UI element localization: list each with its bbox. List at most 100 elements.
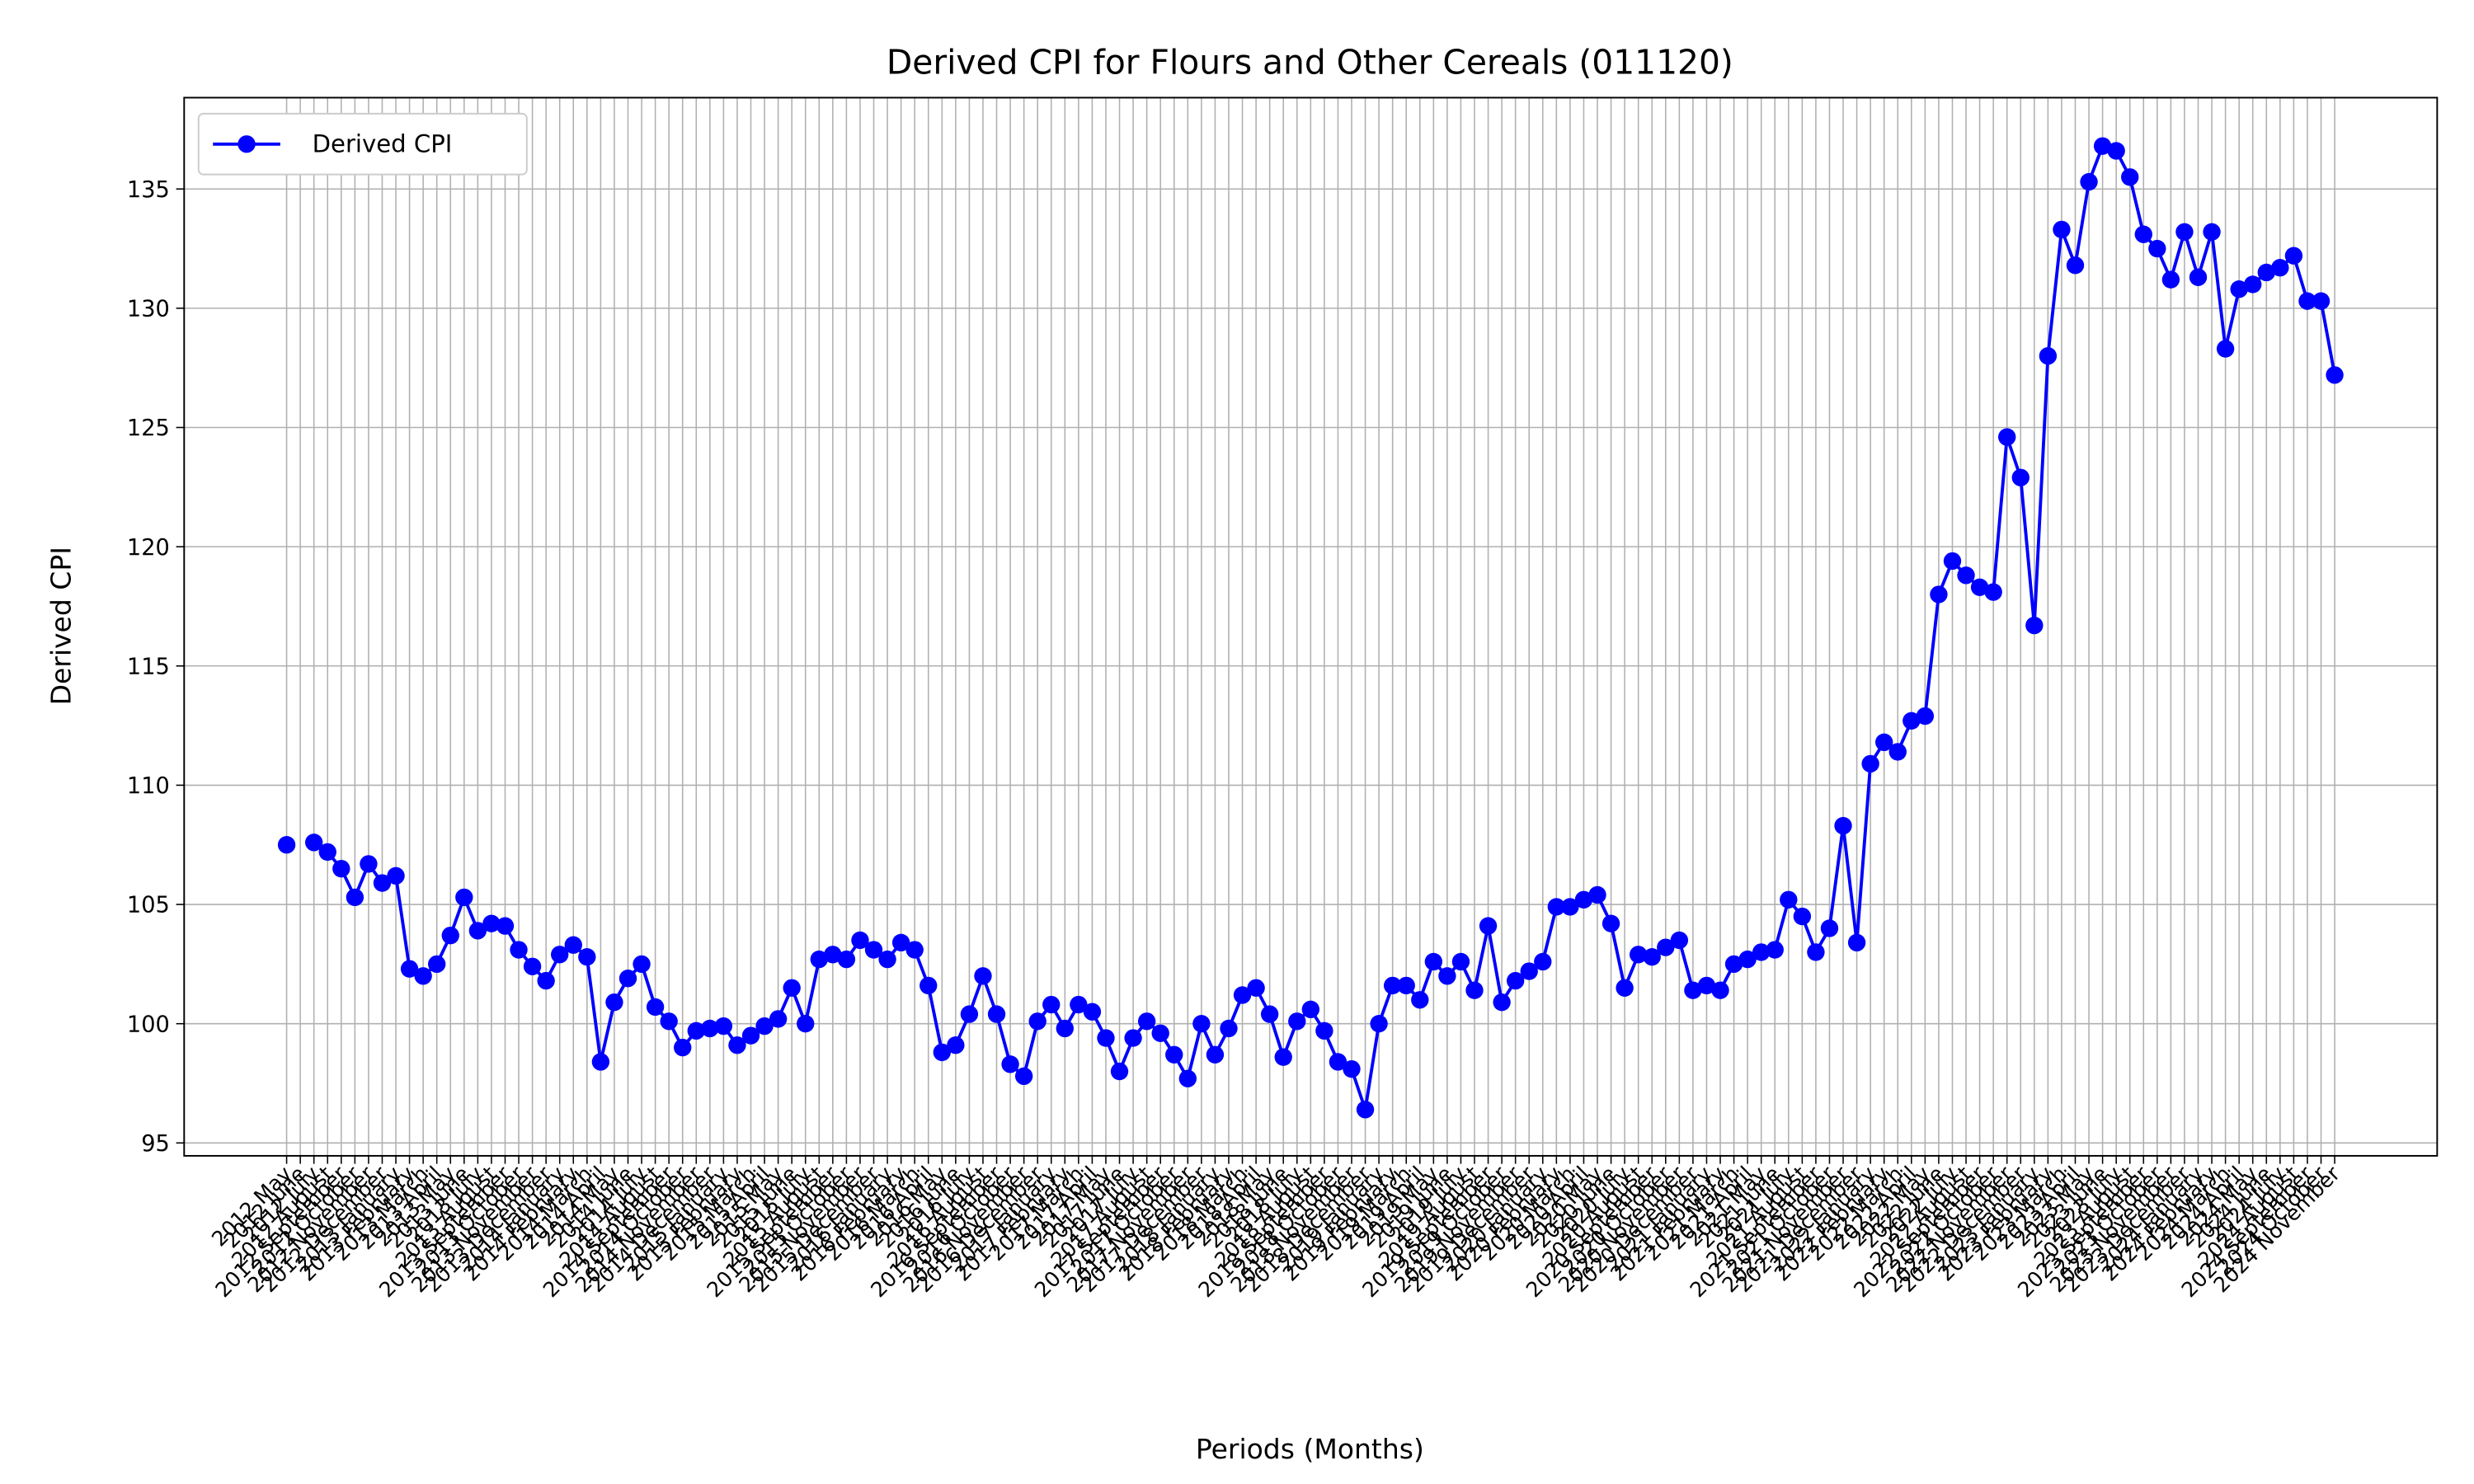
point: [1834, 816, 1852, 835]
point: [2107, 142, 2125, 160]
y-tick-label: 100: [127, 1012, 170, 1037]
point: [755, 1017, 774, 1036]
point: [2298, 292, 2316, 310]
point: [1288, 1012, 1306, 1031]
point: [1397, 976, 1415, 995]
point: [1780, 890, 1798, 909]
point: [455, 888, 473, 907]
point: [2230, 280, 2248, 298]
point: [1315, 1021, 1333, 1040]
point: [920, 976, 938, 995]
point: [1793, 907, 1812, 926]
point: [1097, 1029, 1115, 1047]
point: [1970, 578, 1989, 596]
point: [1847, 933, 1866, 952]
point: [1670, 931, 1689, 950]
point: [441, 926, 459, 945]
point: [1178, 1069, 1197, 1087]
point: [2025, 616, 2044, 635]
point: [1247, 979, 1265, 997]
point: [482, 914, 501, 932]
point: [851, 931, 869, 950]
point: [1930, 585, 1948, 603]
point: [591, 1053, 610, 1071]
point: [1766, 941, 1784, 959]
point: [1534, 952, 1552, 971]
point: [769, 1010, 788, 1028]
point: [2080, 172, 2098, 191]
point: [387, 866, 405, 885]
point: [837, 950, 856, 969]
point: [1110, 1062, 1129, 1081]
point: [1724, 955, 1743, 974]
point: [1916, 707, 1935, 726]
point: [687, 1021, 705, 1040]
point: [1998, 428, 2016, 446]
point: [1343, 1059, 1361, 1078]
point: [1520, 962, 1538, 980]
point: [1042, 995, 1061, 1014]
point: [1411, 991, 1429, 1009]
point: [2244, 275, 2262, 294]
point: [1220, 1019, 1238, 1038]
point: [2175, 223, 2194, 241]
point: [2161, 270, 2180, 289]
point: [1493, 993, 1511, 1012]
point: [1616, 979, 1634, 997]
point: [1807, 943, 1825, 961]
point: [1192, 1015, 1211, 1033]
point: [510, 941, 528, 959]
point: [1957, 566, 1975, 585]
point: [1888, 743, 1907, 761]
point: [2066, 256, 2085, 275]
point: [1984, 583, 2002, 601]
y-tick-label: 135: [127, 177, 170, 203]
point: [810, 950, 828, 969]
point: [783, 979, 801, 997]
point: [1014, 1067, 1033, 1086]
point: [332, 859, 350, 878]
point: [2011, 468, 2030, 486]
chart-title: Derived CPI for Flours and Other Cereals…: [887, 42, 1733, 82]
y-tick-label: 95: [141, 1131, 170, 1157]
point: [1001, 1055, 1019, 1073]
point: [646, 998, 665, 1017]
point: [2257, 263, 2275, 282]
point: [933, 1043, 951, 1062]
point: [1274, 1048, 1292, 1066]
point: [2093, 137, 2112, 155]
point: [864, 941, 883, 959]
point: [1657, 938, 1675, 956]
point: [2312, 292, 2331, 310]
y-tick-label: 130: [127, 297, 170, 322]
point: [1233, 986, 1252, 1004]
point: [1028, 1012, 1047, 1031]
point: [578, 948, 596, 966]
point: [1697, 976, 1716, 995]
y-axis-label: Derived CPI: [45, 547, 77, 705]
point: [1083, 1003, 1102, 1021]
point: [605, 993, 623, 1012]
y-tick-label: 115: [127, 654, 170, 679]
point: [1356, 1101, 1375, 1119]
point: [1260, 1005, 1279, 1023]
point: [1070, 995, 1088, 1014]
point: [551, 946, 569, 964]
point: [1383, 976, 1402, 995]
point: [1465, 981, 1484, 999]
point: [1561, 898, 1579, 916]
point: [633, 955, 651, 974]
point: [1424, 952, 1443, 971]
point: [1506, 971, 1525, 990]
point: [878, 950, 896, 969]
point: [1124, 1029, 1142, 1047]
point: [1206, 1045, 1225, 1064]
point: [2053, 220, 2071, 239]
x-axis-label: Periods (Months): [1196, 1433, 1424, 1465]
point: [346, 888, 365, 907]
point: [1820, 919, 1839, 937]
point: [373, 874, 392, 892]
point: [728, 1036, 746, 1054]
point: [360, 855, 378, 873]
point: [1903, 711, 1921, 730]
